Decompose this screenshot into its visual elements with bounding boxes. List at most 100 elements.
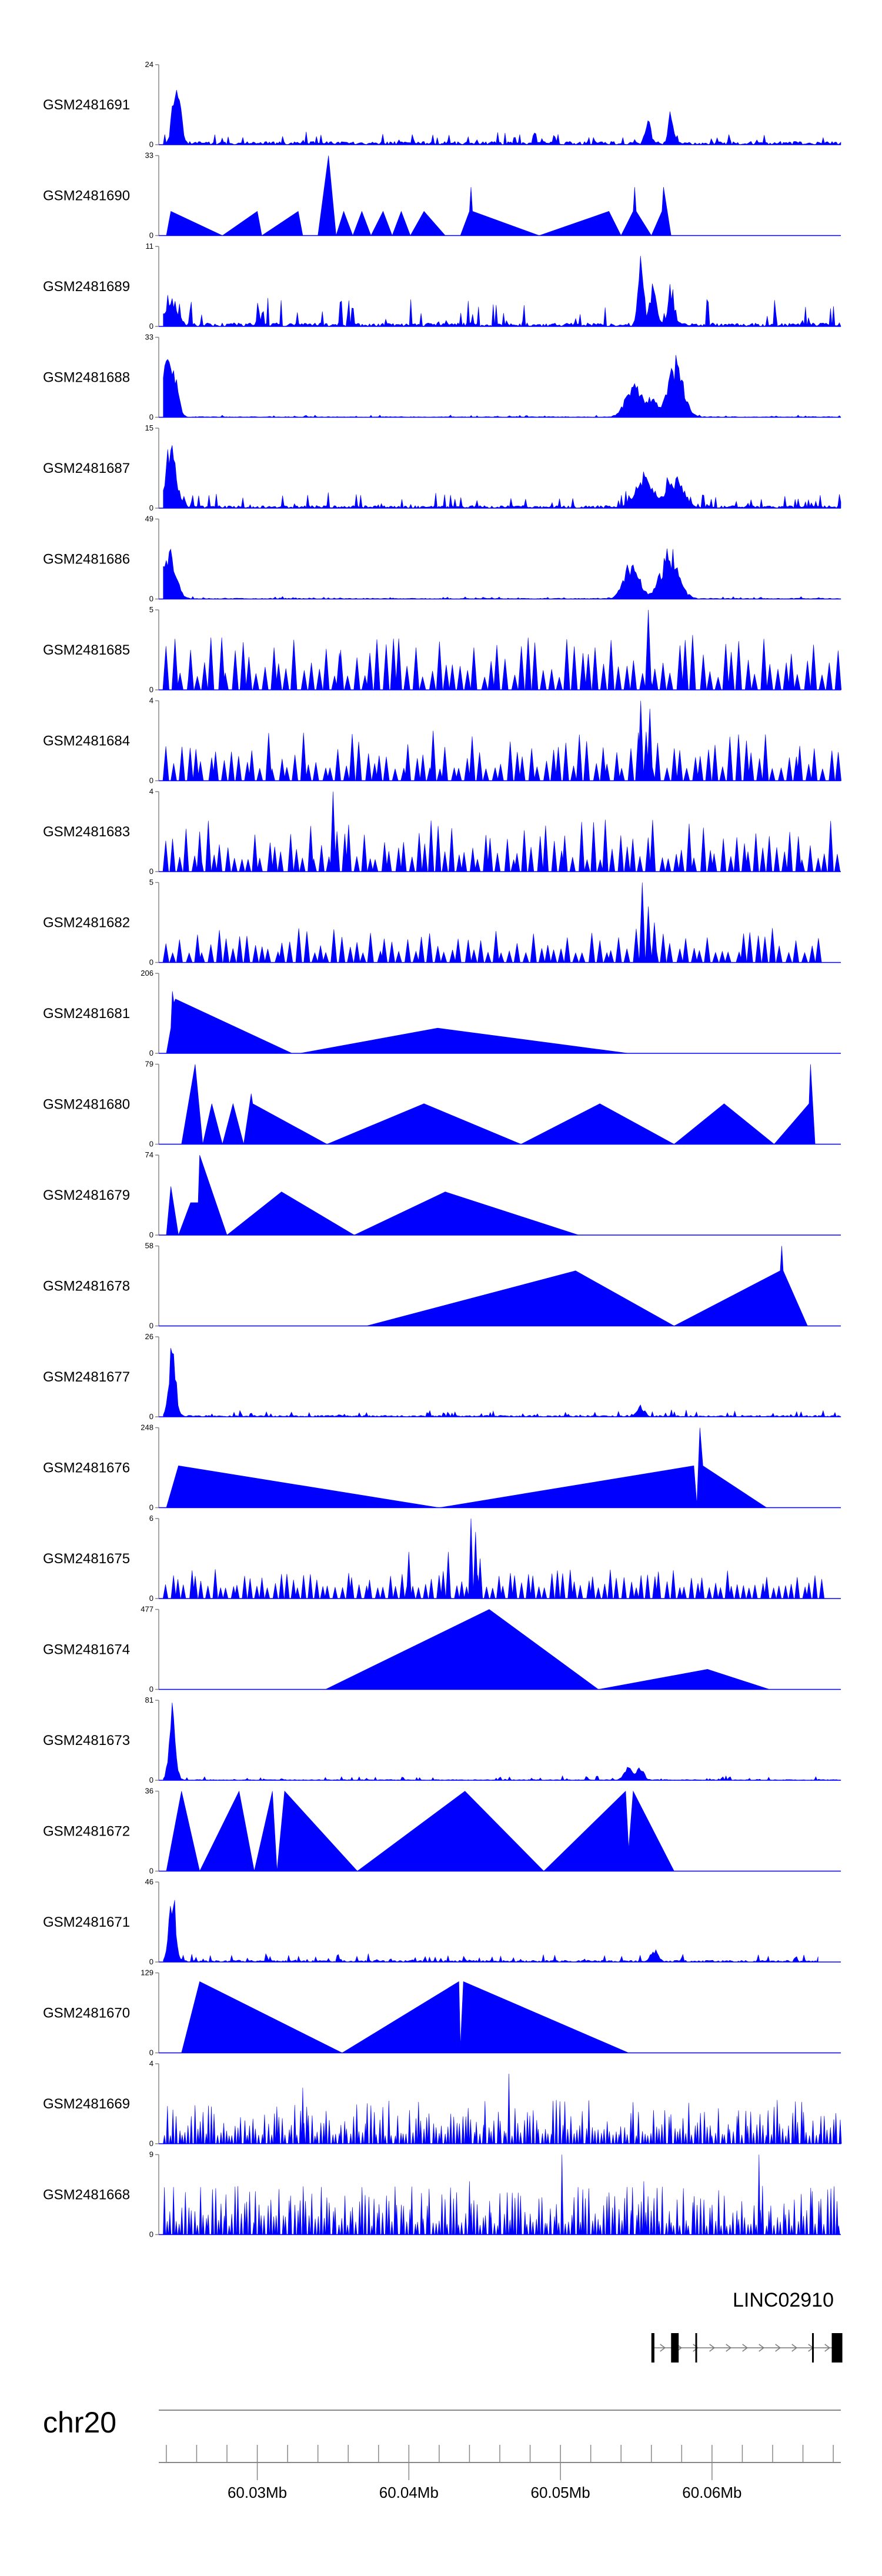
y-axis-tick-label: 0 [149, 776, 153, 785]
track-label: GSM2481687 [43, 461, 130, 476]
track-GSM2481677: GSM2481677 26 0 [43, 1332, 841, 1421]
signal-area [162, 609, 842, 690]
signal-area [166, 155, 671, 236]
track-label: GSM2481685 [43, 642, 130, 658]
strand-arrow [824, 2344, 831, 2352]
track-label: GSM2481679 [43, 1187, 130, 1203]
track-label: GSM2481671 [43, 1914, 130, 1930]
signal-area [163, 355, 841, 418]
y-axis-tick-label: 0 [149, 867, 153, 876]
gene-exon [695, 2333, 697, 2363]
track-label: GSM2481682 [43, 915, 130, 931]
signal-area [163, 445, 841, 509]
track-label: GSM2481673 [43, 1733, 130, 1749]
signal-area [162, 1518, 826, 1599]
y-axis-tick-label: 0 [149, 1594, 153, 1603]
track-GSM2481679: GSM2481679 74 0 [43, 1150, 841, 1239]
y-axis-tick-label: 0 [149, 503, 153, 512]
y-axis-tick-label: 0 [149, 1412, 153, 1421]
y-axis-tick-label: 4 [149, 787, 153, 796]
signal-area [166, 1427, 767, 1508]
track-GSM2481669: GSM2481669 4 0 [43, 2059, 842, 2148]
signal-area [181, 1981, 629, 2053]
y-axis-tick-label: 5 [149, 605, 153, 614]
y-axis-tick-label: 248 [141, 1423, 153, 1432]
signal-area [163, 2073, 842, 2144]
y-axis-tick-label: 33 [145, 333, 153, 342]
y-axis-tick-label: 33 [145, 151, 153, 160]
y-axis-tick-label: 5 [149, 878, 153, 887]
track-label: GSM2481688 [43, 370, 130, 386]
gene-exon [812, 2333, 814, 2363]
y-axis-tick-label: 0 [149, 595, 153, 603]
track-GSM2481691: GSM2481691 24 0 [43, 60, 841, 149]
strand-arrow [693, 2344, 699, 2352]
track-GSM2481673: GSM2481673 81 0 [43, 1696, 841, 1784]
y-axis-tick-label: 46 [145, 1877, 153, 1886]
y-axis-tick-label: 0 [149, 231, 153, 240]
y-axis-tick-label: 36 [145, 1787, 153, 1796]
strand-arrow [726, 2344, 732, 2352]
track-label: GSM2481674 [43, 1642, 130, 1658]
y-axis-tick-label: 0 [149, 322, 153, 331]
y-axis-tick-label: 0 [149, 2139, 153, 2148]
signal-area [163, 2154, 841, 2235]
gene-annotation-panel: LINC02910 [651, 2289, 843, 2363]
y-axis-tick-label: 15 [145, 423, 153, 432]
signal-area [163, 1348, 841, 1417]
track-GSM2481686: GSM2481686 49 0 [43, 515, 841, 603]
strand-arrow [759, 2344, 765, 2352]
y-axis-tick-label: 4 [149, 696, 153, 705]
y-axis-tick-label: 0 [149, 1685, 153, 1694]
track-label: GSM2481680 [43, 1097, 130, 1113]
track-GSM2481683: GSM2481683 4 0 [43, 787, 841, 876]
track-GSM2481689: GSM2481689 11 0 [43, 242, 841, 331]
y-axis-tick-label: 0 [149, 1776, 153, 1784]
y-axis-tick-label: 0 [149, 413, 153, 422]
track-label: GSM2481686 [43, 552, 130, 568]
genome-axis-panel: chr20 60.03Mb 60.04Mb 60.05Mb 60.06Mb [43, 2406, 841, 2501]
track-GSM2481672: GSM2481672 36 0 [43, 1787, 841, 1876]
signal-area [181, 1064, 816, 1145]
y-axis-tick-label: 0 [149, 1503, 153, 1512]
signal-tracks: GSM2481691240GSM2481690330GSM2481689110G… [43, 60, 842, 2239]
track-label: GSM2481675 [43, 1551, 130, 1567]
track-GSM2481678: GSM2481678 58 0 [43, 1242, 841, 1330]
track-label: GSM2481669 [43, 2096, 130, 2112]
gene-exon [651, 2333, 654, 2363]
y-axis-tick-label: 0 [149, 685, 153, 694]
track-GSM2481671: GSM2481671 46 0 [43, 1877, 841, 1966]
y-axis-tick-label: 11 [146, 242, 154, 251]
y-axis-tick-label: 4 [149, 2059, 153, 2068]
signal-area [366, 1246, 808, 1326]
track-label: GSM2481677 [43, 1369, 130, 1385]
x-axis-tick-label: 60.05Mb [531, 2484, 590, 2501]
strand-arrow [791, 2344, 798, 2352]
signal-area [163, 548, 841, 599]
signal-area [162, 882, 822, 963]
y-axis-tick-label: 26 [145, 1332, 153, 1341]
chromosome-label: chr20 [43, 2406, 116, 2439]
strand-arrow [709, 2344, 716, 2352]
track-label: GSM2481691 [43, 97, 130, 113]
y-axis-tick-label: 6 [149, 1514, 153, 1523]
track-GSM2481675: GSM2481675 6 0 [43, 1514, 841, 1603]
strand-arrow [775, 2344, 781, 2352]
y-axis-tick-label: 477 [141, 1605, 153, 1614]
y-axis-tick-label: 79 [145, 1060, 153, 1069]
track-label: GSM2481690 [43, 188, 130, 204]
signal-area [163, 1900, 818, 1963]
signal-area [162, 791, 841, 872]
track-label: GSM2481683 [43, 824, 130, 840]
y-axis-tick-label: 0 [149, 140, 153, 149]
track-GSM2481680: GSM2481680 79 0 [43, 1060, 841, 1149]
y-axis-tick-label: 0 [149, 1867, 153, 1876]
y-axis-tick-label: 9 [149, 2150, 153, 2159]
y-axis-tick-label: 0 [149, 1322, 153, 1330]
strand-arrow [660, 2344, 666, 2352]
y-axis-tick-label: 74 [145, 1150, 153, 1159]
track-label: GSM2481681 [43, 1006, 130, 1022]
track-label: GSM2481668 [43, 2187, 130, 2203]
gene-model-LINC02910 [651, 2333, 843, 2363]
